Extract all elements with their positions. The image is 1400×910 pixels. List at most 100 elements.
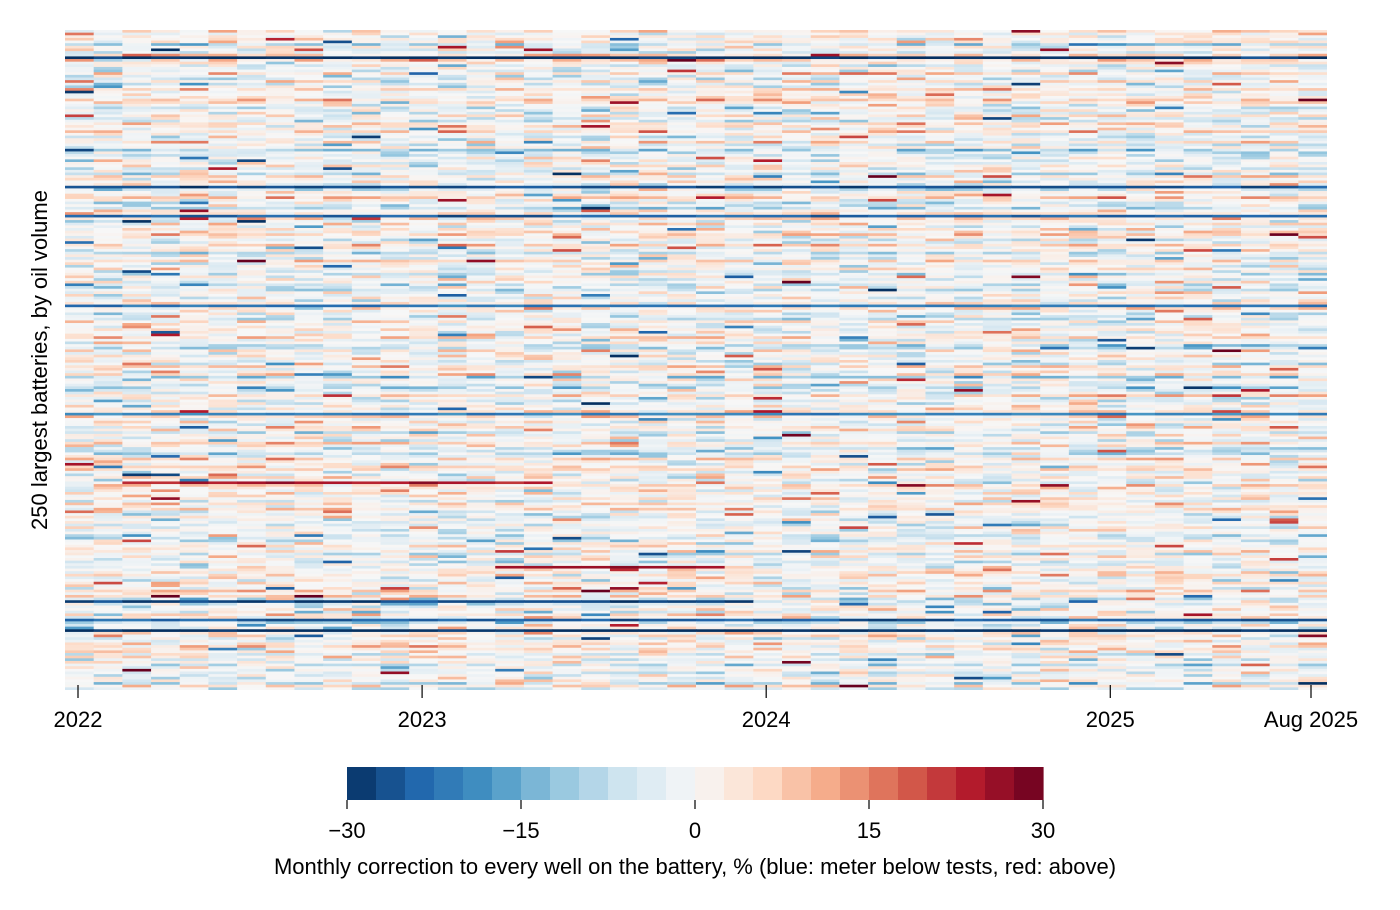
heatmap-cell <box>93 40 123 44</box>
heatmap-cell <box>208 93 238 97</box>
heatmap-cell <box>351 98 382 102</box>
heatmap-cell <box>982 217 1013 221</box>
heatmap-cell <box>1040 74 1070 78</box>
heatmap-cell <box>896 93 927 97</box>
heatmap-cell <box>1269 151 1299 155</box>
heatmap-cell <box>523 66 554 70</box>
heatmap-cell <box>409 291 439 295</box>
heatmap-cell <box>839 130 869 134</box>
heatmap-cell <box>294 180 324 184</box>
heatmap-cell <box>65 159 95 163</box>
heatmap-cell <box>696 106 726 110</box>
heatmap-cell <box>1240 148 1271 152</box>
heatmap-cell <box>1240 193 1271 197</box>
heatmap-cell <box>93 122 123 126</box>
heatmap-cell <box>437 275 468 279</box>
heatmap-cell <box>954 111 984 115</box>
heatmap-cell <box>495 103 525 107</box>
heatmap-cell <box>1183 111 1213 115</box>
heatmap-cell <box>380 183 410 187</box>
heatmap-cell <box>437 85 468 89</box>
heatmap-cell <box>495 267 525 271</box>
heatmap-cell <box>696 98 726 102</box>
heatmap-cell <box>1040 101 1070 105</box>
heatmap-cell <box>1011 146 1041 150</box>
heatmap-cell <box>466 301 496 305</box>
heatmap-cell <box>351 45 382 49</box>
heatmap-cell <box>954 280 984 284</box>
heatmap-cell <box>896 48 927 52</box>
heatmap-cell <box>495 140 525 144</box>
heatmap-cell <box>810 286 841 290</box>
heatmap-cell <box>1154 162 1185 165</box>
heatmap-cell <box>1040 309 1070 313</box>
heatmap-cell <box>1212 249 1242 253</box>
heatmap-cell <box>638 312 668 316</box>
heatmap-cell <box>839 37 869 41</box>
heatmap-cell <box>954 320 984 324</box>
heatmap-cell <box>1212 101 1242 105</box>
heatmap-cell <box>93 238 123 242</box>
heatmap-cell <box>1068 183 1099 187</box>
heatmap-cell <box>1240 183 1271 187</box>
heatmap-cell <box>1240 56 1271 60</box>
heatmap-cell <box>982 201 1013 205</box>
heatmap-cell <box>466 148 496 152</box>
heatmap-cell <box>839 241 869 245</box>
heatmap-cell <box>552 185 582 189</box>
heatmap-cell <box>437 201 468 205</box>
heatmap-cell <box>495 230 525 234</box>
heatmap-cell <box>753 212 783 216</box>
heatmap-cell <box>1212 154 1242 158</box>
heatmap-cell <box>667 74 697 78</box>
heatmap-cell <box>65 257 95 260</box>
heatmap-cell <box>208 254 238 258</box>
heatmap-cell <box>323 325 353 329</box>
heatmap-cell <box>1126 172 1156 176</box>
heatmap-cell <box>753 225 783 229</box>
heatmap-cell <box>638 209 668 213</box>
heatmap-cell <box>523 119 554 123</box>
heatmap-cell <box>609 235 640 239</box>
heatmap-cell <box>323 106 353 110</box>
heatmap-cell <box>1269 90 1299 94</box>
heatmap-cell <box>237 156 267 160</box>
heatmap-cell <box>151 40 181 44</box>
heatmap-cell <box>1240 140 1271 144</box>
heatmap-cell <box>294 183 324 187</box>
heatmap-cell <box>93 235 123 239</box>
heatmap-cell <box>265 146 296 150</box>
heatmap-cell <box>495 72 525 76</box>
heatmap-cell <box>523 201 554 205</box>
heatmap-cell <box>1154 257 1185 260</box>
heatmap-cell <box>151 103 181 107</box>
heatmap-cell <box>982 296 1013 300</box>
heatmap-cell <box>495 206 525 210</box>
heatmap-cell <box>1011 64 1041 68</box>
heatmap-cell <box>151 117 181 121</box>
heatmap-cell <box>609 172 640 176</box>
heatmap-cell <box>638 32 668 36</box>
heatmap-cell <box>925 230 955 234</box>
heatmap-cell <box>638 315 668 319</box>
heatmap-cell <box>122 315 152 319</box>
heatmap-cell <box>839 251 869 255</box>
heatmap-cell <box>409 249 439 253</box>
heatmap-cell <box>1011 230 1041 234</box>
heatmap-cell <box>810 125 841 128</box>
heatmap-cell <box>696 162 726 165</box>
heatmap-cell <box>868 262 898 266</box>
heatmap-cell <box>65 188 95 192</box>
heatmap-cell <box>351 280 382 284</box>
heatmap-cell <box>466 114 496 118</box>
heatmap-cell <box>896 98 927 102</box>
heatmap-cell <box>409 304 439 308</box>
heatmap-cell <box>1097 159 1127 163</box>
heatmap-cell <box>839 212 869 216</box>
heatmap-cell <box>208 272 238 276</box>
heatmap-cell <box>1154 299 1185 303</box>
heatmap-cell <box>724 151 754 155</box>
heatmap-cell <box>667 294 697 297</box>
heatmap-cell <box>1040 191 1070 194</box>
heatmap-cell <box>696 238 726 242</box>
